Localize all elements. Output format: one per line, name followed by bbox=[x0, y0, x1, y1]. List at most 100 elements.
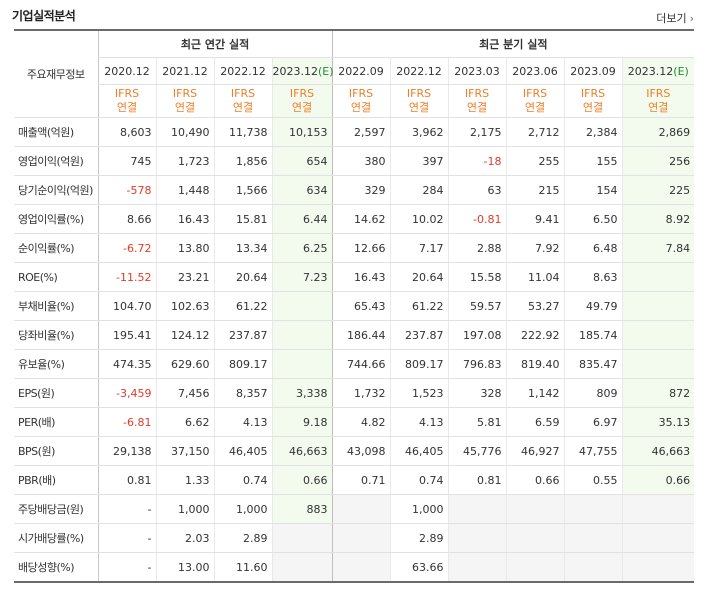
table-cell: 809.17 bbox=[213, 349, 272, 379]
row-label: 당좌비율(%) bbox=[14, 320, 98, 350]
table-cell: 2.88 bbox=[447, 233, 507, 263]
table-cell: 819.40 bbox=[505, 349, 565, 379]
table-cell: 7,456 bbox=[155, 378, 214, 408]
period-header: 2021.12 bbox=[155, 57, 214, 85]
table-cell: 53.27 bbox=[505, 291, 565, 321]
ifrs-label: IFRS bbox=[172, 87, 198, 100]
table-cell: 329 bbox=[331, 175, 391, 205]
table-row: BPS(원) 29,138 37,150 46,405 46,663 43,098 46,4… bbox=[14, 436, 695, 466]
table-cell: -6.72 bbox=[97, 233, 156, 263]
period-header: 2023.03 bbox=[447, 57, 507, 85]
table-row: 시가배당률(%) -2.03 2.89 2.89 bbox=[14, 523, 695, 553]
table-cell: 102.63 bbox=[155, 291, 214, 321]
table-cell bbox=[505, 552, 565, 583]
row-label: 매출액(억원) bbox=[14, 117, 98, 147]
table-cell: 1,856 bbox=[213, 146, 272, 176]
row-label: 부채비율(%) bbox=[14, 291, 98, 321]
table-cell bbox=[447, 552, 507, 583]
table-cell: 222.92 bbox=[505, 320, 565, 350]
table-cell: 1.33 bbox=[155, 465, 214, 495]
table-cell bbox=[621, 552, 695, 583]
ifrs-badge: IFRS 연결 bbox=[505, 84, 565, 118]
table-row: PBR(배) 0.81 1.33 0.74 0.66 0.71 0.74 0.81 0.66 0.… bbox=[14, 465, 695, 495]
table-cell: 4.13 bbox=[213, 407, 272, 437]
table-cell: -0.81 bbox=[447, 204, 507, 234]
table-cell: 328 bbox=[447, 378, 507, 408]
table-cell: 124.12 bbox=[155, 320, 214, 350]
row-label: PER(배) bbox=[14, 407, 98, 437]
row-label: 영업이익(억원) bbox=[14, 146, 98, 176]
table-cell: 49.79 bbox=[563, 291, 623, 321]
period-label: 2022.09 bbox=[338, 64, 384, 78]
quarter-group-header: 최근 분기 실적 bbox=[331, 30, 695, 58]
period-header: 2023.12(E) bbox=[271, 57, 334, 85]
table-cell: 8,603 bbox=[97, 117, 156, 147]
table-cell bbox=[621, 320, 695, 350]
table-row: 유보율(%) 474.35 629.60 809.17 744.66 809.17 796.… bbox=[14, 349, 695, 379]
row-label: BPS(원) bbox=[14, 436, 98, 466]
table-cell: 0.81 bbox=[97, 465, 156, 495]
table-cell: 1,142 bbox=[505, 378, 565, 408]
table-row: 순이익률(%) -6.72 13.80 13.34 6.25 12.66 7.17 2.88 7… bbox=[14, 233, 695, 263]
row-label: PBR(배) bbox=[14, 465, 98, 495]
table-cell: 883 bbox=[271, 494, 333, 524]
table-cell: 6.59 bbox=[505, 407, 565, 437]
row-label: 당기순이익(억원) bbox=[14, 175, 98, 205]
table-row: PER(배) -6.81 6.62 4.13 9.18 4.82 4.13 5.81 6.59 6… bbox=[14, 407, 695, 437]
chevron-right-icon: › bbox=[689, 12, 694, 25]
table-cell: 6.25 bbox=[271, 233, 333, 263]
consolidated-label: 연결 bbox=[350, 101, 372, 114]
period-label: 2020.12 bbox=[104, 64, 150, 78]
table-cell bbox=[447, 494, 507, 524]
period-label: 2023.12 bbox=[272, 64, 319, 78]
ifrs-badge: IFRS 연결 bbox=[331, 84, 391, 118]
header-group-row: 주요재무정보 최근 연간 실적 최근 분기 실적 bbox=[14, 30, 695, 118]
table-cell: 745 bbox=[97, 146, 156, 176]
table-cell: -578 bbox=[97, 175, 156, 205]
table-cell: 59.57 bbox=[447, 291, 507, 321]
table-cell: 47,755 bbox=[563, 436, 623, 466]
table-cell bbox=[621, 262, 695, 292]
ifrs-label: IFRS bbox=[464, 87, 490, 100]
ifrs-label: IFRS bbox=[114, 87, 140, 100]
period-header: 2023.06 bbox=[505, 57, 565, 85]
table-cell bbox=[563, 494, 623, 524]
table-cell: -18 bbox=[447, 146, 507, 176]
period-label: 2022.12 bbox=[220, 64, 266, 78]
ifrs-badge: IFRS 연결 bbox=[213, 84, 272, 118]
table-cell bbox=[563, 552, 623, 583]
row-label: EPS(원) bbox=[14, 378, 98, 408]
table-cell: 154 bbox=[563, 175, 623, 205]
period-header: 2022.12 bbox=[389, 57, 449, 85]
table-cell: 46,405 bbox=[389, 436, 449, 466]
table-cell: 2.03 bbox=[155, 523, 214, 553]
table-cell bbox=[505, 523, 565, 553]
period-label: 2023.03 bbox=[454, 64, 500, 78]
table-row: EPS(원) -3,459 7,456 8,357 3,338 1,732 1,523 328… bbox=[14, 378, 695, 408]
table-row: ROE(%) -11.52 23.21 20.64 7.23 16.43 20.64 15.5… bbox=[14, 262, 695, 292]
row-label: 유보율(%) bbox=[14, 349, 98, 379]
ifrs-badge: IFRS 연결 bbox=[97, 84, 156, 118]
table-cell: 256 bbox=[621, 146, 695, 176]
period-header: 2020.12 bbox=[97, 57, 156, 85]
table-cell: 397 bbox=[389, 146, 449, 176]
ifrs-badge: IFRS 연결 bbox=[155, 84, 214, 118]
table-cell bbox=[271, 552, 333, 583]
table-cell: 37,150 bbox=[155, 436, 214, 466]
table-cell: 1,448 bbox=[155, 175, 214, 205]
table-cell: 45,776 bbox=[447, 436, 507, 466]
table-cell: 63 bbox=[447, 175, 507, 205]
table-cell: 284 bbox=[389, 175, 449, 205]
table-cell: 186.44 bbox=[331, 320, 391, 350]
consolidated-label: 연결 bbox=[524, 101, 546, 114]
ifrs-label: IFRS bbox=[230, 87, 256, 100]
more-link[interactable]: 더보기 › bbox=[656, 10, 694, 26]
consolidated-label: 연결 bbox=[466, 101, 488, 114]
period-label: 2022.12 bbox=[396, 64, 442, 78]
table-cell: 744.66 bbox=[331, 349, 391, 379]
table-cell: 215 bbox=[505, 175, 565, 205]
table-cell: 654 bbox=[271, 146, 333, 176]
financial-table: 주요재무정보 최근 연간 실적 최근 분기 실적 2020.12 2021.12 2022… bbox=[14, 29, 695, 583]
table-cell: 237.87 bbox=[213, 320, 272, 350]
table-cell: 225 bbox=[621, 175, 695, 205]
